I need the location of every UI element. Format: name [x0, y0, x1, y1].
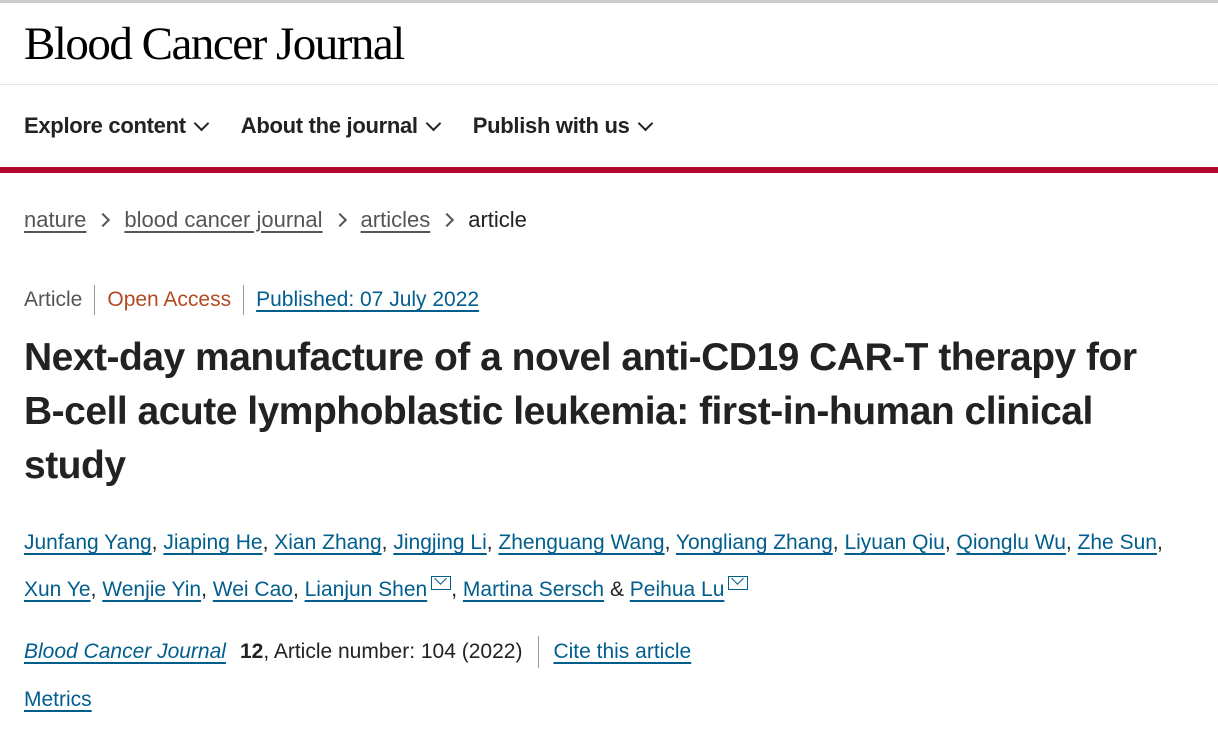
author-separator: , [201, 578, 213, 601]
article-title: Next-day manufacture of a novel anti-CD1… [24, 336, 1137, 487]
open-access-badge: Open Access [107, 288, 232, 311]
article-meta: Article Open Access Published: 07 July 2… [0, 285, 1218, 315]
chevron-down-icon [425, 115, 442, 131]
breadcrumb-articles[interactable]: articles [360, 207, 431, 232]
header-divider [0, 84, 1218, 85]
author-separator: , [486, 531, 499, 554]
chevron-down-icon [637, 115, 653, 131]
author-separator: , [292, 578, 305, 601]
author-separator: , [832, 531, 845, 554]
journal-logo[interactable]: Blood Cancer Journal [24, 18, 405, 70]
author-link[interactable]: Qionglu Wu [956, 531, 1066, 554]
published-date-link[interactable]: Published: 07 July 2022 [256, 288, 480, 311]
author-link[interactable]: Peihua Lu [629, 578, 725, 601]
volume: 12 [239, 640, 264, 663]
author-link[interactable]: Jingjing Li [393, 531, 487, 554]
citation-line: Blood Cancer Journal 12 , Article number… [24, 636, 1194, 668]
chevron-right-icon [440, 212, 455, 228]
email-icon[interactable] [431, 576, 452, 590]
author-separator: , [262, 531, 275, 554]
author-separator: , [1065, 531, 1078, 554]
author-list: Junfang Yang, Jiaping He, Xian Zhang, Ji… [24, 519, 1174, 613]
author-link[interactable]: Junfang Yang [24, 531, 152, 554]
nav-publish-with-us[interactable]: Publish with us [473, 113, 653, 139]
divider [94, 285, 96, 315]
author-separator: , [664, 531, 676, 554]
author-link[interactable]: Xun Ye [24, 578, 91, 601]
author-separator: , [381, 531, 394, 554]
cite-this-article-link[interactable]: Cite this article [553, 640, 692, 663]
author-separator: , [944, 531, 957, 554]
author-separator: & [604, 578, 630, 601]
chevron-right-icon [96, 212, 111, 228]
divider [243, 285, 245, 315]
author-link[interactable]: Zhe Sun [1077, 531, 1157, 554]
author-link[interactable]: Liyuan Qiu [844, 531, 945, 554]
breadcrumb: nature blood cancer journal articles art… [0, 207, 1218, 233]
breadcrumb-nature[interactable]: nature [24, 207, 87, 232]
chevron-right-icon [332, 212, 347, 228]
journal-link[interactable]: Blood Cancer Journal [24, 640, 226, 663]
author-link[interactable]: Lianjun Shen [304, 578, 428, 601]
article-type: Article [24, 288, 83, 311]
nav-about-journal[interactable]: About the journal [241, 113, 442, 139]
author-separator: , [151, 531, 164, 554]
main-nav: Explore content About the journal Publis… [0, 85, 1218, 167]
email-icon[interactable] [728, 576, 749, 590]
author-link[interactable]: Yongliang Zhang [675, 531, 833, 554]
author-link[interactable]: Xian Zhang [274, 531, 382, 554]
author-link[interactable]: Zhenguang Wang [498, 531, 665, 554]
breadcrumb-blood-cancer-journal[interactable]: blood cancer journal [124, 207, 323, 232]
author-link[interactable]: Jiaping He [163, 531, 263, 554]
brand-bar [0, 167, 1218, 173]
chevron-down-icon [193, 115, 210, 131]
author-separator: , [451, 578, 463, 601]
author-separator: , [1156, 531, 1163, 554]
author-link[interactable]: Martina Sersch [462, 578, 605, 601]
nav-explore-content[interactable]: Explore content [24, 113, 210, 139]
article-number: , Article number: 104 (2022) [263, 640, 523, 663]
author-separator: , [90, 578, 103, 601]
metrics-link[interactable]: Metrics [24, 688, 92, 711]
author-link[interactable]: Wei Cao [212, 578, 293, 601]
divider [538, 636, 540, 668]
author-link[interactable]: Wenjie Yin [102, 578, 202, 601]
breadcrumb-current: article [468, 207, 527, 232]
